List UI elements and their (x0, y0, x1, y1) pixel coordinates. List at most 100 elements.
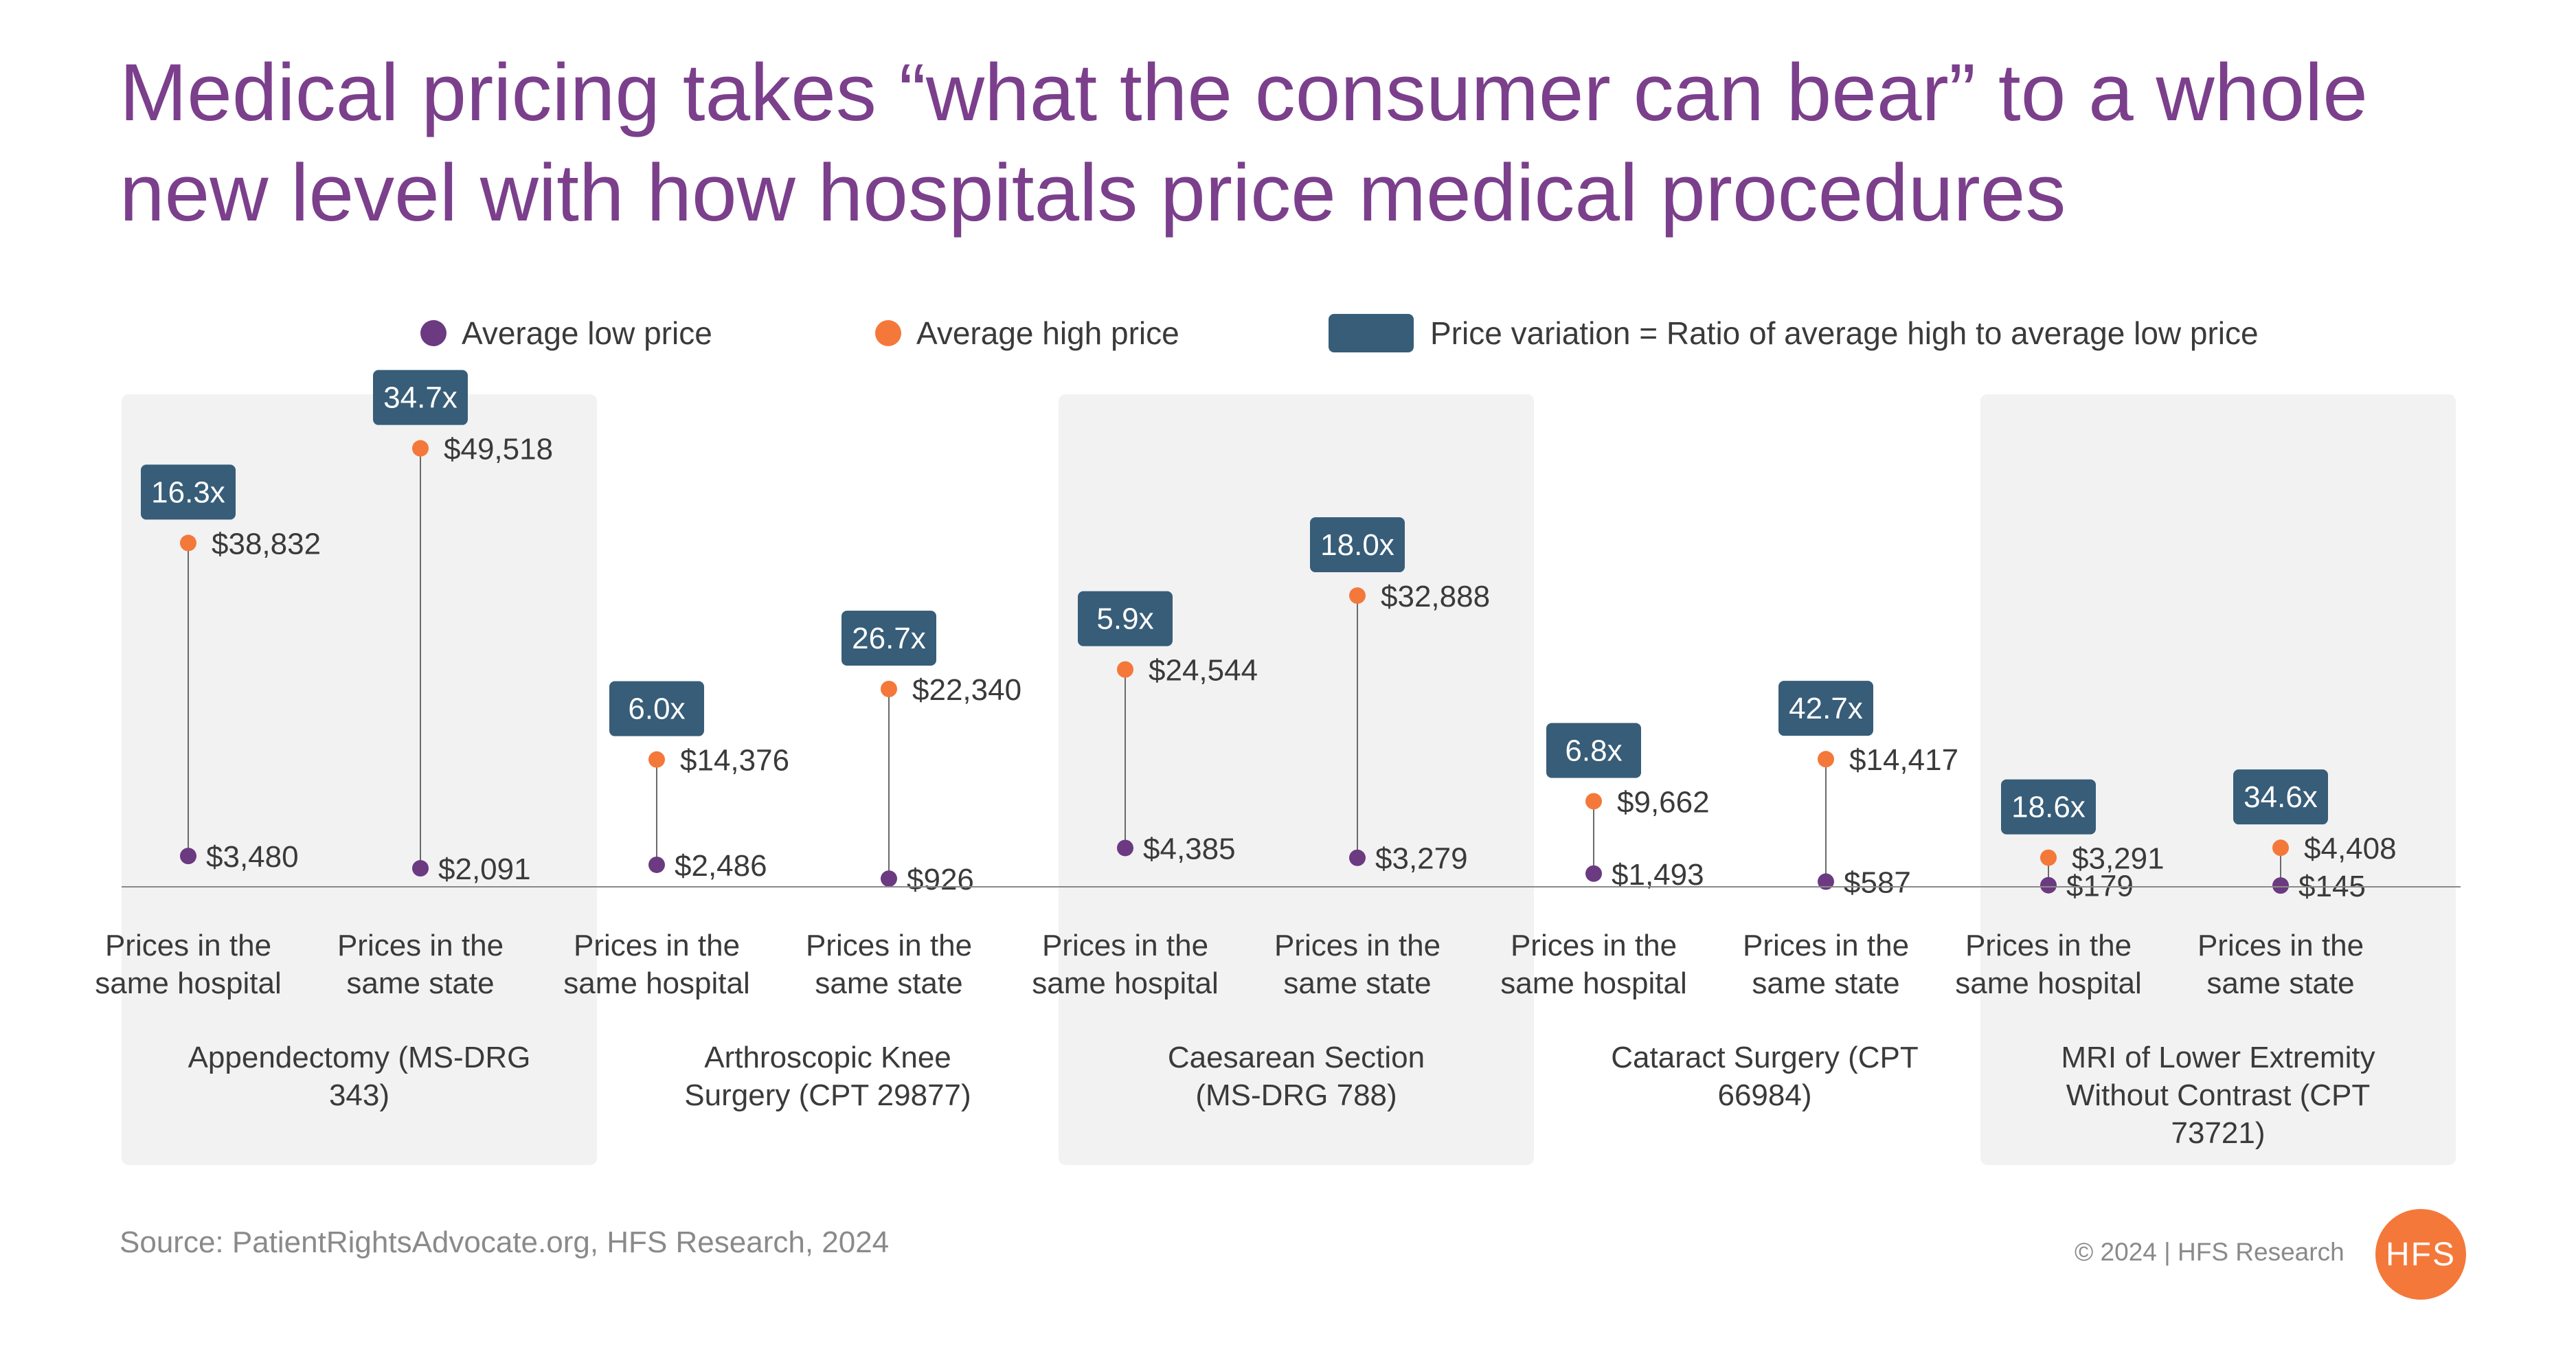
procedure-label: Surgery (CPT 29877) (684, 1078, 971, 1112)
high-price-dot (1818, 751, 1834, 768)
procedure-group: MRI of Lower Extremity Without Contrast (… (1955, 394, 2456, 1165)
ratio-badge (609, 681, 704, 736)
procedure-label: Arthroscopic Knee (704, 1041, 951, 1074)
item-category-label: Prices in the (1743, 929, 1909, 962)
price-pair: $49,518 $2,091 34.7x Prices in the same stat… (337, 370, 553, 1000)
high-price-dot (1117, 661, 1133, 678)
ratio-badge (373, 370, 468, 425)
high-price-label: $38,832 (212, 527, 321, 561)
ratio-badge-label: 16.3x (151, 475, 225, 509)
hfs-logo: HFS (2375, 1209, 2466, 1300)
item-category-label: same state (346, 967, 494, 1000)
low-price-dot (1818, 873, 1834, 890)
high-price-label: $3,291 (2072, 842, 2165, 876)
item-category-label: same state (815, 967, 962, 1000)
price-pair: $24,544 $4,385 5.9x Prices in the same hospi… (1032, 591, 1258, 1000)
procedure-label: (MS-DRG 788) (1195, 1078, 1397, 1112)
page-title: Medical pricing takes “what the consumer… (120, 47, 2368, 238)
item-category-label: Prices in the (1965, 929, 2132, 962)
low-price-dot (648, 856, 665, 873)
procedure-label: 73721) (2171, 1116, 2265, 1150)
low-price-label: $1,493 (1612, 858, 1704, 892)
item-category-label: Prices in the (105, 929, 271, 962)
item-category-label: same state (1283, 967, 1431, 1000)
low-price-label: $3,279 (1375, 842, 1468, 876)
ratio-badge-label: 34.6x (2244, 780, 2318, 814)
legend-item-low: Average low price (420, 302, 712, 364)
high-price-dot (412, 440, 429, 457)
procedure-label: Appendectomy (MS-DRG (188, 1041, 531, 1074)
item-category-label: same hospital (1032, 967, 1218, 1000)
copyright-note: © 2024 | HFS Research (2075, 1238, 2345, 1266)
low-price-dot (1117, 839, 1133, 857)
item-category-label: same state (1752, 967, 1899, 1000)
item-category-label: same hospital (95, 967, 281, 1000)
low-price-dot (412, 860, 429, 877)
high-price-label: $14,417 (1849, 743, 1958, 777)
low-price-label: $2,486 (675, 849, 767, 883)
ratio-badge (1310, 517, 1405, 573)
low-price-dot (1349, 849, 1366, 866)
ratio-badge-label: 26.7x (852, 622, 926, 655)
ratio-badge-label: 6.8x (1565, 734, 1622, 767)
price-pair: $9,662 $1,493 6.8x Prices in the same hospit… (1500, 723, 1710, 1000)
ratio-badge (841, 611, 936, 666)
high-price-dot (1349, 587, 1366, 604)
item-category-label: same hospital (1500, 967, 1686, 1000)
high-price-label: $49,518 (444, 433, 553, 466)
ratio-badge (2233, 769, 2328, 825)
price-pair: $32,888 $3,279 18.0x Prices in the same stat… (1274, 517, 1490, 1000)
price-pair: $14,417 $587 42.7x Prices in the same state (1743, 681, 1958, 1000)
high-price-dot (1585, 793, 1602, 810)
price-pair: $38,832 $3,480 16.3x Prices in the same hosp… (95, 464, 321, 1000)
procedure-label: Cataract Surgery (CPT (1611, 1041, 1918, 1074)
ratio-badge-label: 42.7x (1789, 692, 1863, 725)
item-category-label: Prices in the (1274, 929, 1440, 962)
procedure-panel (1059, 394, 1534, 1165)
low-price-dot (2272, 877, 2289, 894)
ratio-badge (141, 464, 236, 520)
legend: Average low price Average high price Pri… (0, 302, 2576, 364)
item-category-label: Prices in the (1042, 929, 1208, 962)
high-price-label: $24,544 (1149, 654, 1258, 688)
procedure-label: 343) (329, 1078, 389, 1112)
procedure-group: Arthroscopic Knee Surgery (CPT 29877) $14,… (563, 611, 1021, 1112)
high-price-label: $4,408 (2304, 832, 2397, 866)
low-price-label: $926 (907, 863, 974, 896)
ratio-badge-label: 18.0x (1320, 528, 1394, 562)
procedure-label: 66984) (1717, 1078, 1811, 1112)
item-category-label: Prices in the (574, 929, 740, 962)
price-pair: $22,340 $926 26.7x Prices in the same state (806, 611, 1021, 1000)
ratio-badge-label: 18.6x (2011, 791, 2086, 824)
high-price-label: $14,376 (680, 744, 789, 778)
high-price-dot (2040, 849, 2057, 866)
item-category-label: same hospital (1955, 967, 2141, 1000)
legend-high-marker (875, 320, 901, 346)
ratio-badge-label: 34.7x (383, 381, 457, 415)
high-price-dot (2272, 839, 2289, 857)
low-price-label: $2,091 (438, 852, 531, 886)
procedure-panel (1980, 394, 2456, 1165)
high-price-label: $32,888 (1381, 580, 1490, 613)
procedure-group: Caesarean Section (MS-DRG 788) $24,544 $4,3… (1032, 394, 1534, 1165)
price-pair: $14,376 $2,486 6.0x Prices in the same hospi… (563, 681, 789, 1000)
low-price-label: $587 (1844, 866, 1911, 899)
low-price-dot (2040, 877, 2057, 894)
low-price-label: $4,385 (1143, 832, 1236, 866)
item-category-label: Prices in the (2197, 929, 2364, 962)
hfs-logo-text: HFS (2386, 1236, 2456, 1273)
item-category-label: same hospital (563, 967, 749, 1000)
low-price-dot (1585, 865, 1602, 882)
ratio-badge-label: 5.9x (1096, 602, 1153, 636)
high-price-dot (881, 681, 897, 698)
high-price-label: $22,340 (912, 673, 1021, 707)
legend-item-high: Average high price (875, 302, 1179, 364)
legend-low-label: Average low price (462, 315, 712, 351)
item-category-label: Prices in the (337, 929, 504, 962)
procedure-label: Without Contrast (CPT (2066, 1078, 2371, 1112)
ratio-badge (1546, 723, 1641, 778)
low-price-label: $3,480 (206, 840, 299, 874)
